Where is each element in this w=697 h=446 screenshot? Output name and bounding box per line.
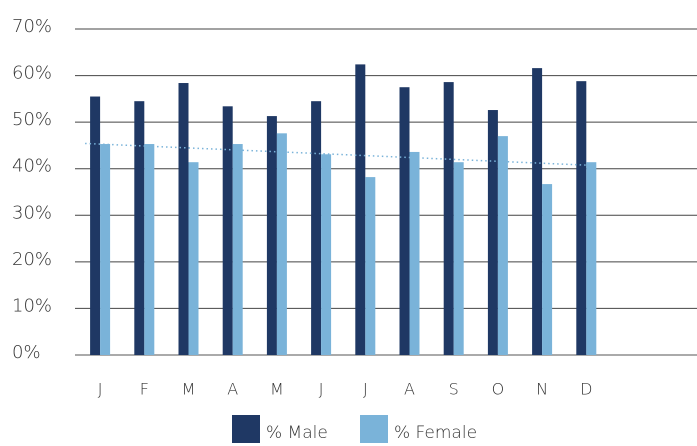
bar	[542, 184, 553, 355]
bar	[90, 96, 101, 356]
x-tick-label: O	[492, 380, 505, 399]
y-tick-label: 50%	[12, 109, 52, 130]
x-tick-label: A	[404, 380, 415, 399]
x-tick-label: F	[140, 380, 149, 399]
legend-label: % Male	[266, 423, 328, 443]
bar	[178, 83, 189, 355]
y-tick-label: 60%	[12, 63, 52, 84]
bar	[266, 116, 277, 356]
bar	[487, 110, 498, 355]
bar	[134, 101, 145, 355]
x-tick-label: D	[580, 380, 592, 399]
bar	[222, 106, 233, 356]
bar	[311, 101, 322, 355]
bar	[409, 151, 420, 355]
legend-label: % Female	[394, 423, 477, 443]
x-tick-label: J	[319, 380, 324, 399]
bar	[443, 82, 454, 355]
bar	[532, 68, 543, 356]
x-tick-label: J	[98, 380, 103, 399]
bar	[576, 81, 587, 355]
x-tick-label: M	[270, 380, 284, 399]
bar	[453, 162, 464, 355]
bar	[497, 136, 508, 355]
bar	[100, 144, 111, 355]
y-tick-label: 40%	[12, 156, 52, 177]
y-tick-label: 30%	[12, 202, 52, 223]
bar	[399, 87, 410, 355]
y-tick-label: 10%	[12, 295, 52, 316]
bar	[365, 177, 376, 355]
legend-swatch	[360, 415, 388, 443]
legend-swatch	[232, 415, 260, 443]
x-tick-label: S	[449, 380, 459, 399]
bar	[355, 64, 366, 355]
x-tick-label: M	[182, 380, 196, 399]
y-tick-label: 20%	[12, 249, 52, 270]
y-tick-label: 0%	[12, 342, 41, 363]
x-tick-label: J	[363, 380, 368, 399]
x-tick-label: A	[227, 380, 238, 399]
y-tick-label: 70%	[12, 16, 52, 37]
trendline	[85, 142, 597, 167]
bar	[321, 154, 332, 355]
bar	[586, 162, 597, 355]
x-tick-label: N	[536, 380, 548, 399]
bar	[276, 133, 287, 355]
bar	[232, 144, 243, 355]
bar	[144, 144, 155, 355]
bar	[188, 162, 199, 355]
